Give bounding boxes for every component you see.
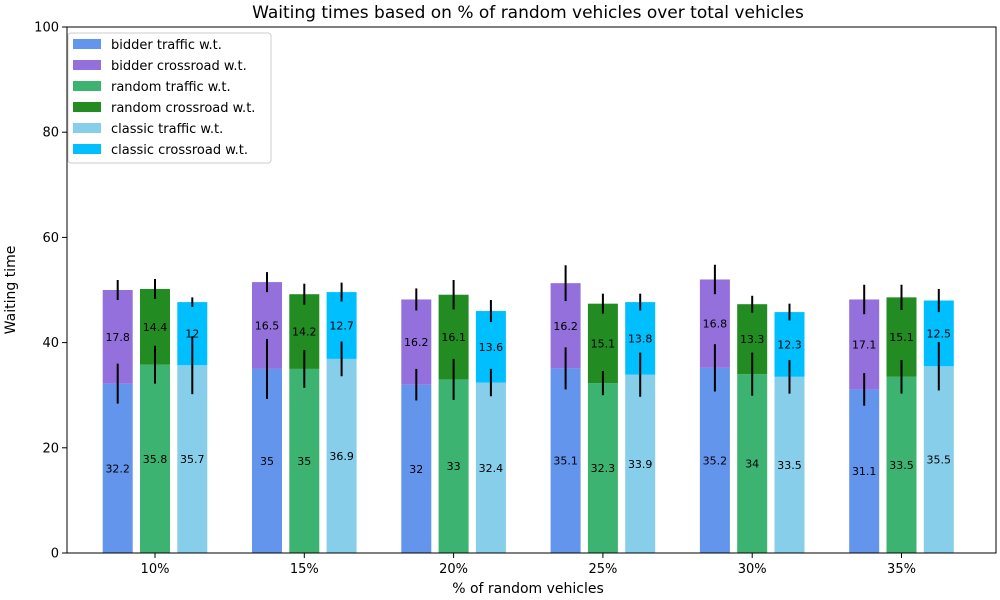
y-tick-label: 20 — [42, 441, 59, 456]
legend-box — [67, 32, 272, 164]
bidder-traffic-bar — [252, 368, 282, 553]
classic-traffic-value-label: 33.5 — [777, 459, 802, 472]
legend-swatch — [73, 144, 101, 154]
classic-crossroad-value-label: 13.6 — [479, 341, 504, 354]
x-tick-label: 10% — [141, 562, 170, 577]
classic-traffic-value-label: 32.4 — [479, 462, 504, 475]
random-traffic-bar — [438, 379, 469, 553]
bidder-crossroad-value-label: 16.8 — [703, 318, 728, 331]
classic-traffic-bar — [475, 382, 506, 553]
classic-traffic-bar — [177, 365, 208, 553]
random-traffic-bar — [886, 376, 917, 553]
y-tick-label: 60 — [42, 231, 59, 246]
classic-traffic-value-label: 33.9 — [628, 458, 653, 471]
bidder-traffic-value-label: 35.2 — [703, 454, 728, 467]
y-tick-label: 40 — [42, 336, 59, 351]
random-traffic-value-label: 32.3 — [591, 462, 616, 475]
bidder-traffic-value-label: 35 — [260, 455, 274, 468]
legend-label: random traffic w.t. — [111, 80, 231, 95]
random-crossroad-value-label: 14.4 — [143, 321, 168, 334]
plot-area: 0 20 40 60 80 100 10% 32.2 17.8 35.8 14.4 35.7 12 15%… — [34, 21, 997, 577]
bidder-crossroad-value-label: 16.5 — [255, 320, 280, 333]
bidder-traffic-value-label: 32.2 — [105, 462, 130, 475]
bidder-crossroad-value-label: 16.2 — [404, 336, 429, 349]
random-traffic-value-label: 33.5 — [889, 459, 914, 472]
axes-frame — [66, 26, 997, 554]
classic-traffic-bar — [774, 376, 805, 553]
x-tick-label: 30% — [738, 562, 767, 577]
legend-swatch — [73, 39, 101, 49]
classic-traffic-value-label: 35.7 — [180, 453, 205, 466]
x-tick-label: 15% — [290, 562, 319, 577]
legend-swatch — [73, 123, 101, 133]
legend-label: classic traffic w.t. — [111, 122, 223, 137]
random-traffic-value-label: 33 — [447, 460, 461, 473]
legend-label: bidder traffic w.t. — [111, 38, 222, 53]
x-tick-label: 20% — [439, 562, 468, 577]
bidder-crossroad-value-label: 17.8 — [105, 331, 130, 344]
bidder-crossroad-value-label: 17.1 — [852, 338, 877, 351]
random-crossroad-bar — [587, 303, 618, 384]
random-traffic-bar — [140, 364, 170, 553]
chart-title: Waiting times based on % of random vehic… — [252, 3, 804, 23]
classic-crossroad-value-label: 12.3 — [777, 338, 802, 351]
classic-crossroad-value-label: 12 — [185, 328, 199, 341]
x-tick-label: 35% — [887, 562, 916, 577]
legend-label: classic crossroad w.t. — [111, 143, 248, 158]
random-crossroad-value-label: 15.1 — [591, 337, 616, 350]
classic-traffic-value-label: 36.9 — [329, 450, 354, 463]
legend: bidder traffic w.t. bidder crossroad w.t.… — [67, 32, 272, 164]
bidder-traffic-value-label: 31.1 — [852, 465, 877, 478]
classic-crossroad-value-label: 13.8 — [628, 332, 653, 345]
random-traffic-value-label: 35.8 — [143, 453, 168, 466]
y-tick-label: 80 — [42, 126, 59, 141]
classic-traffic-bar — [625, 374, 656, 553]
random-crossroad-value-label: 14.2 — [292, 326, 317, 339]
random-traffic-value-label: 35 — [297, 455, 311, 468]
bidder-traffic-bar — [699, 367, 730, 553]
random-crossroad-value-label: 15.1 — [889, 331, 914, 344]
y-tick-label: 0 — [51, 547, 59, 562]
random-traffic-bar — [289, 368, 320, 553]
random-traffic-bar — [587, 383, 618, 553]
random-crossroad-value-label: 13.3 — [740, 333, 765, 346]
classic-traffic-bar — [326, 358, 357, 553]
bidder-traffic-bar — [550, 368, 581, 553]
legend-swatch — [73, 60, 101, 70]
random-crossroad-value-label: 16.1 — [441, 331, 466, 344]
classic-traffic-value-label: 35.5 — [927, 454, 952, 467]
x-axis-title: % of random vehicles — [452, 581, 604, 597]
legend-swatch — [73, 81, 101, 91]
legend-label: bidder crossroad w.t. — [111, 59, 247, 74]
bidder-traffic-value-label: 35.1 — [553, 455, 578, 468]
bidder-traffic-bar — [102, 383, 133, 553]
legend-label: random crossroad w.t. — [111, 101, 255, 116]
classic-crossroad-value-label: 12.5 — [927, 327, 952, 340]
legend-swatch — [73, 102, 101, 112]
x-tick-label: 25% — [588, 562, 617, 577]
bidder-traffic-bar — [401, 384, 432, 553]
bidder-traffic-value-label: 32 — [409, 463, 423, 476]
classic-crossroad-value-label: 12.7 — [329, 320, 354, 333]
random-traffic-bar — [737, 374, 768, 553]
bidder-traffic-bar — [849, 389, 880, 553]
y-axis-title: Waiting time — [3, 246, 19, 335]
classic-traffic-bar — [923, 366, 954, 553]
y-tick-label: 100 — [34, 21, 59, 36]
bidder-crossroad-value-label: 16.2 — [553, 320, 578, 333]
random-traffic-value-label: 34 — [745, 458, 759, 471]
